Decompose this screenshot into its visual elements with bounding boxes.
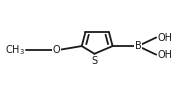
Text: S: S <box>91 56 97 66</box>
Text: OH: OH <box>157 50 172 60</box>
Text: OH: OH <box>157 33 172 43</box>
Text: O: O <box>53 45 60 55</box>
Text: B: B <box>135 41 141 51</box>
Text: $\mathregular{CH_3}$: $\mathregular{CH_3}$ <box>6 43 26 57</box>
